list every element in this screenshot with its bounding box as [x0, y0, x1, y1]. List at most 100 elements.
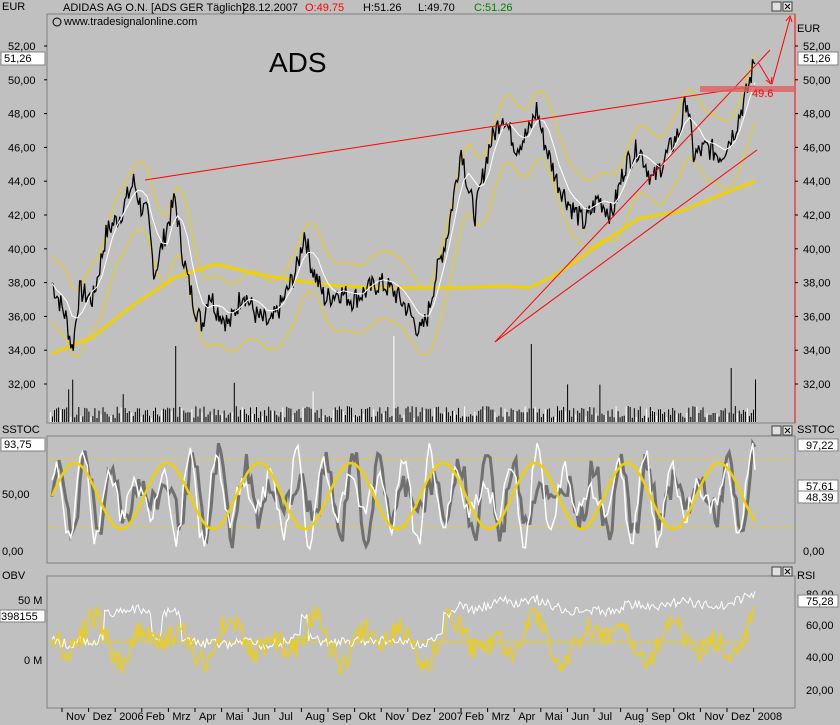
- volume-bar: [571, 416, 573, 422]
- volume-bar: [383, 413, 385, 422]
- rsi-panel-maximize-button[interactable]: [771, 566, 782, 577]
- volume-bar: [520, 412, 522, 422]
- stoch-signal-line: [50, 461, 757, 531]
- volume-bar: [441, 413, 443, 422]
- volume-bar: [336, 410, 338, 422]
- time-axis-label: Jun: [252, 711, 270, 723]
- volume-bar: [466, 416, 468, 422]
- price-tick-label: 38,00: [803, 278, 831, 290]
- volume-bar: [452, 410, 453, 422]
- volume-bar: [409, 412, 411, 422]
- volume-bar: [631, 417, 633, 422]
- price-tick-label: 48,00: [803, 109, 831, 121]
- volume-bar: [510, 408, 512, 422]
- time-axis-label: Jul: [279, 711, 293, 723]
- volume-bar: [393, 336, 395, 422]
- volume-bar: [237, 416, 239, 422]
- volume-bar: [470, 414, 472, 422]
- stoch-title-right: SSTOC: [797, 424, 835, 436]
- volume-bar: [322, 415, 324, 422]
- volume-bar: [163, 408, 165, 422]
- rsi-panel-close-button[interactable]: [782, 566, 793, 577]
- volume-bar: [136, 408, 138, 422]
- volume-bar: [235, 406, 237, 422]
- volume-bar: [645, 408, 647, 422]
- volume-bar: [161, 410, 163, 422]
- volume-bar: [173, 407, 175, 422]
- time-axis-label: Mrz: [172, 711, 190, 723]
- volume-bar: [64, 409, 66, 422]
- volume-bar: [433, 408, 435, 422]
- time-axis-label: Mai: [226, 711, 244, 723]
- website-text: www.tradesignalonline.com: [63, 16, 197, 28]
- volume-bar: [508, 416, 510, 422]
- price-panel-close-button[interactable]: [782, 1, 793, 12]
- price-tick-label: 44,00: [803, 176, 831, 188]
- volume-bar: [569, 410, 571, 422]
- volume-bar: [126, 413, 128, 422]
- quote-high: H:51.26: [363, 2, 402, 14]
- volume-bar: [431, 416, 433, 422]
- volume-bar: [526, 412, 528, 422]
- volume-bar: [668, 409, 670, 422]
- time-axis-label: Apr: [199, 711, 216, 723]
- time-axis-label: Dez: [93, 711, 113, 723]
- volume-bar: [377, 411, 379, 422]
- volume-bar: [476, 415, 478, 422]
- volume-bar: [159, 416, 161, 422]
- volume-bar: [522, 412, 524, 422]
- currency-right: EUR: [797, 23, 820, 35]
- volume-bar: [415, 407, 417, 422]
- volume-bar: [189, 412, 191, 422]
- volume-bar: [203, 406, 205, 422]
- volume-bar: [183, 410, 185, 422]
- price-tick-label: 46,00: [8, 142, 36, 154]
- volume-bar: [530, 344, 532, 422]
- volume-bar: [512, 410, 514, 422]
- volume-bar: [615, 406, 617, 422]
- volume-bar: [488, 406, 490, 422]
- volume-bar: [676, 413, 678, 422]
- volume-bar: [641, 418, 643, 422]
- price-panel-maximize-button[interactable]: [771, 1, 782, 12]
- volume-bar: [486, 406, 488, 422]
- volume-bar: [207, 414, 209, 422]
- volume-bar: [740, 413, 742, 422]
- volume-bar: [134, 411, 136, 422]
- volume-bar: [678, 413, 680, 422]
- time-axis-label: 2008: [758, 711, 782, 723]
- volume-bar: [595, 413, 597, 422]
- stoch-panel-close-button[interactable]: [782, 425, 793, 436]
- volume-bar: [351, 407, 352, 422]
- volume-bar: [623, 415, 625, 422]
- volume-bar: [100, 414, 102, 422]
- volume-bar: [120, 407, 122, 422]
- volume-bar: [480, 409, 482, 422]
- volume-bar: [660, 409, 661, 422]
- svg-text:51,26: 51,26: [803, 53, 831, 65]
- volume-bar: [542, 413, 544, 422]
- last-price-tag-right: 51,26: [797, 51, 839, 66]
- volume-bar: [144, 410, 146, 422]
- price-tick-label: 52,00: [803, 41, 831, 53]
- volume-bar: [223, 410, 225, 422]
- volume-bar: [551, 417, 552, 422]
- volume-bar: [312, 391, 314, 422]
- volume-bar: [219, 415, 221, 422]
- price-tick-label: 42,00: [8, 210, 36, 222]
- volume-bar: [171, 411, 173, 422]
- volume-bar: [264, 410, 266, 422]
- volume-bar: [306, 406, 308, 422]
- volume-bar: [292, 415, 294, 422]
- volume-bar: [90, 416, 92, 422]
- stoch-panel-maximize-button[interactable]: [771, 425, 782, 436]
- volume-bar: [498, 415, 500, 422]
- time-axis-label: Okt: [359, 711, 376, 723]
- volume-bar: [94, 408, 96, 422]
- volume-bar: [258, 417, 260, 422]
- volume-bar: [732, 413, 734, 422]
- volume-bar: [324, 415, 326, 422]
- volume-bar: [50, 412, 51, 422]
- price-tick-label: 32,00: [8, 379, 36, 391]
